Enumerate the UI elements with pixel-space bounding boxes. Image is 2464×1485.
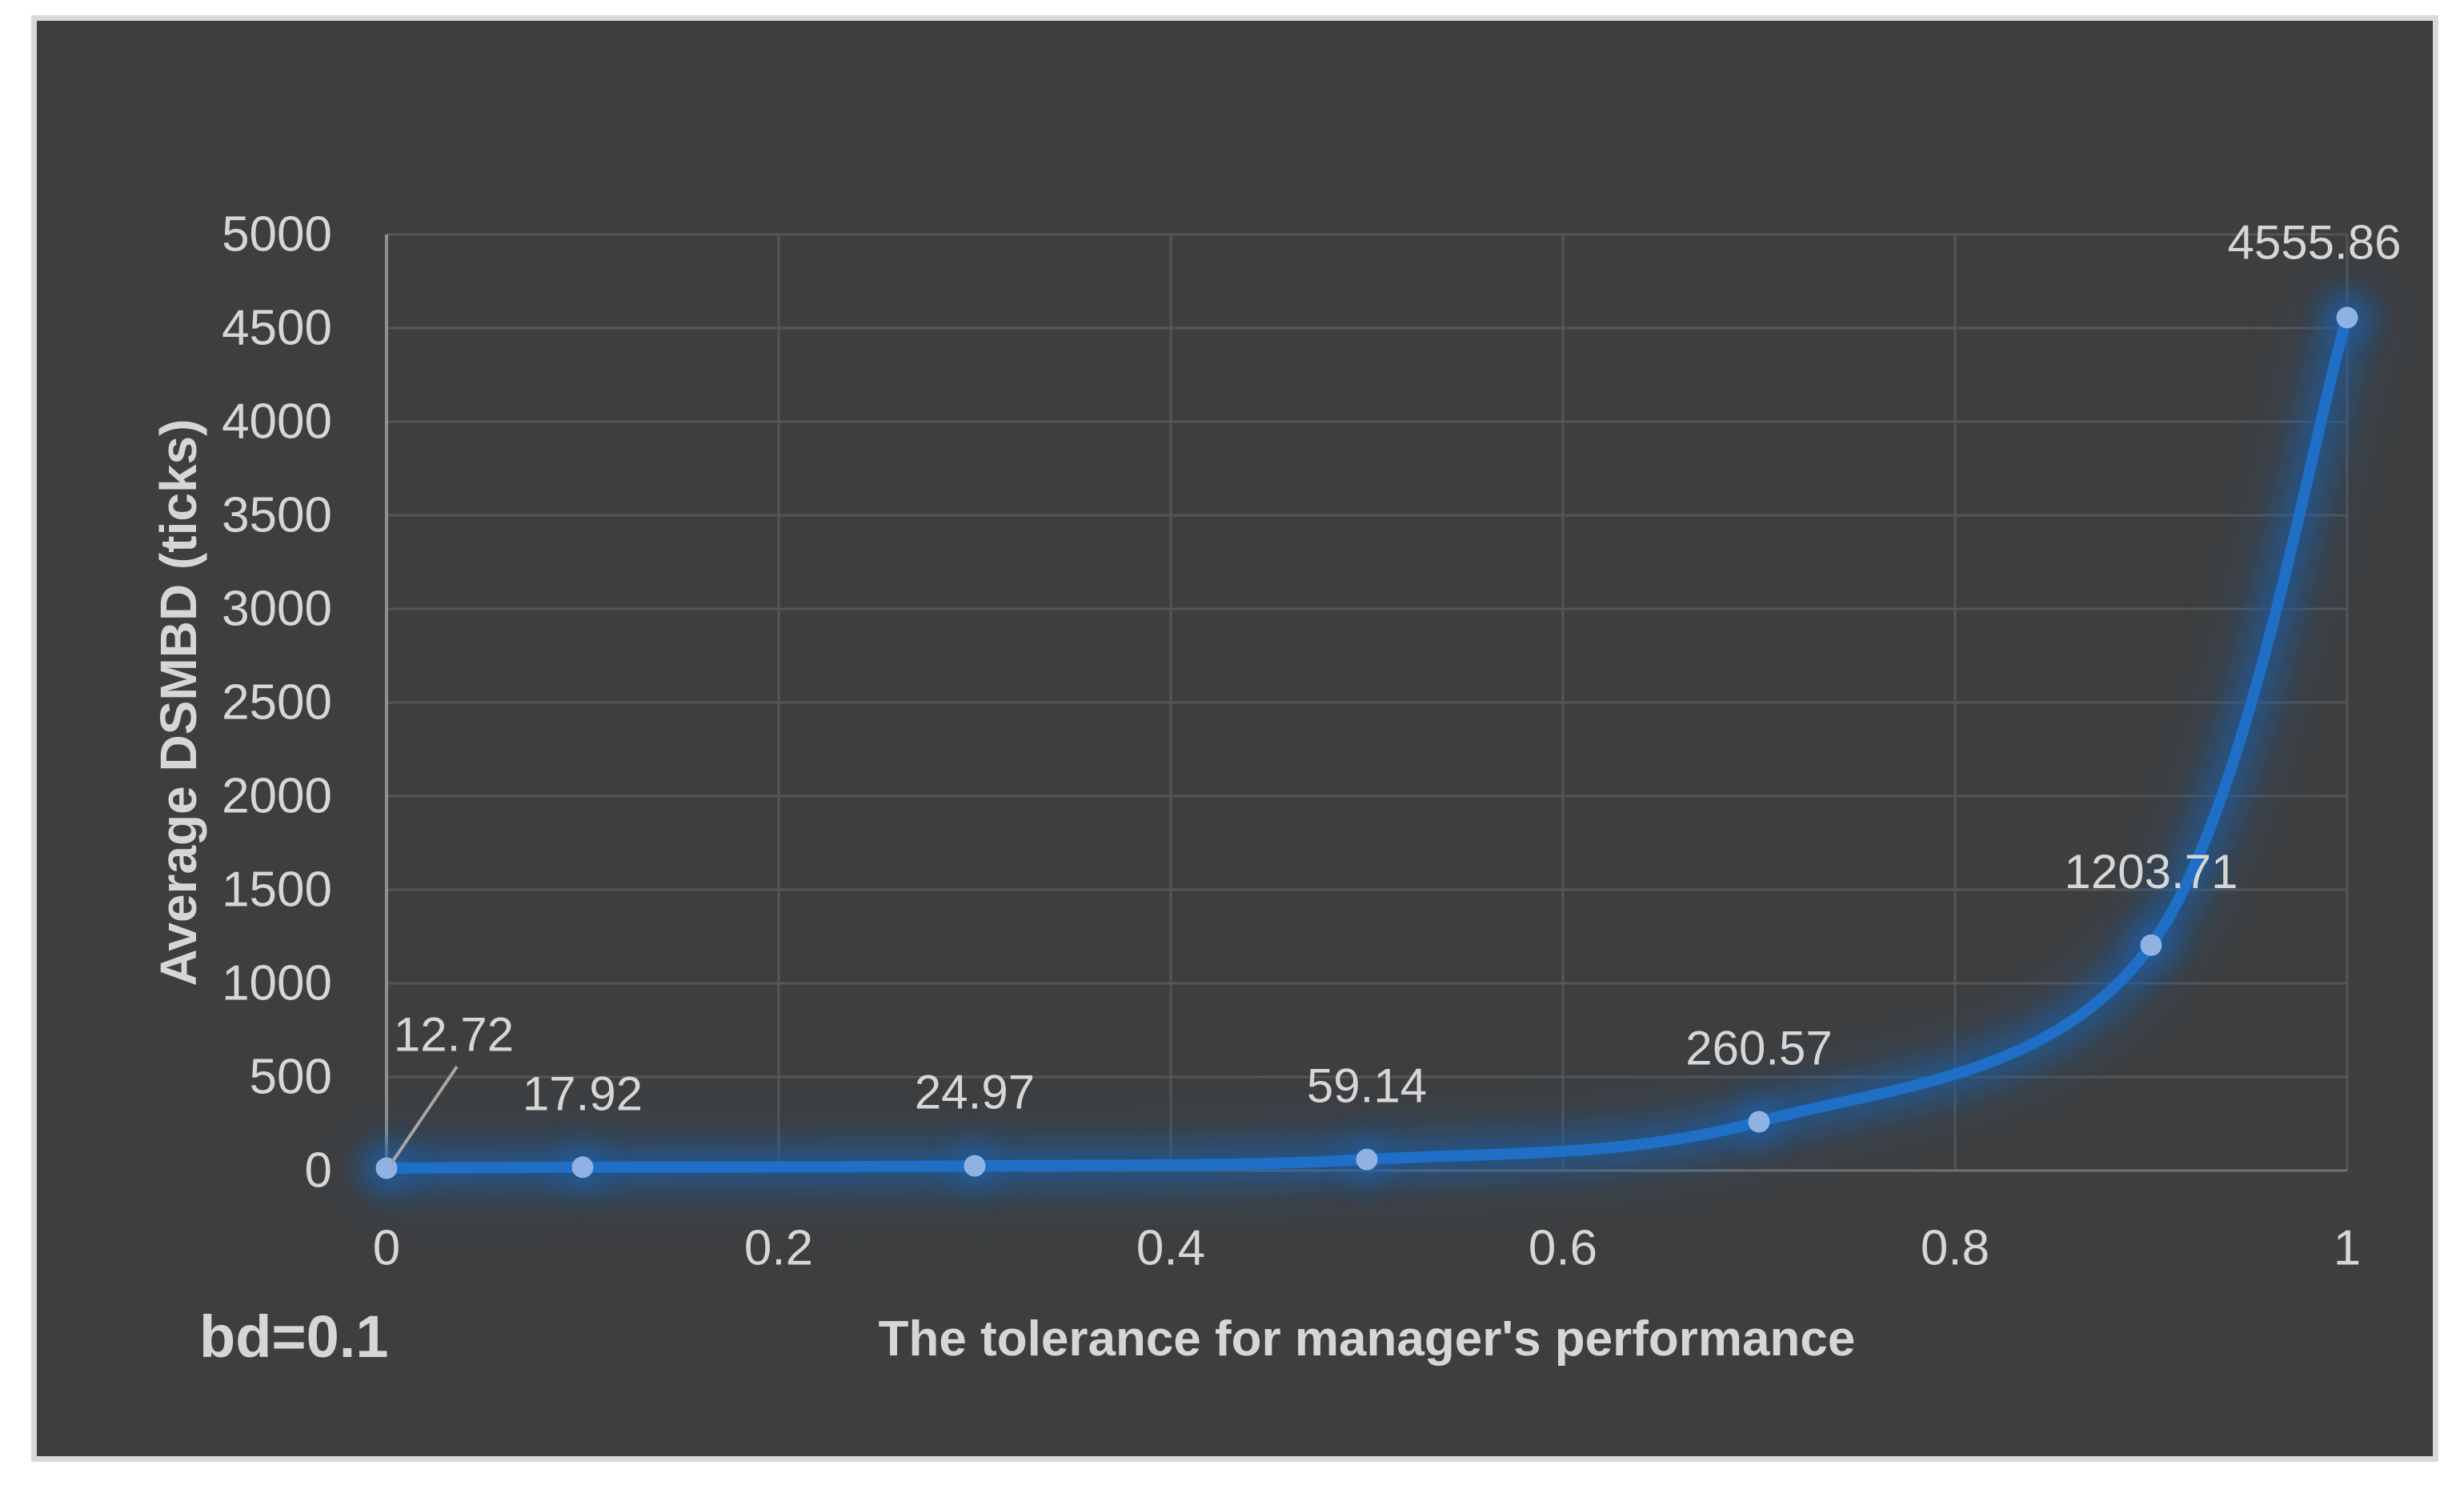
y-tick-label: 1000 [222, 956, 332, 1011]
y-tick-label: 5000 [222, 207, 332, 262]
annotation-bd: bd=0.1 [199, 1303, 389, 1370]
series-line [381, 311, 2353, 1175]
x-tick-label: 0.4 [1136, 1221, 1205, 1276]
y-tick-label: 4000 [222, 394, 332, 450]
x-tick-label: 0.6 [1528, 1221, 1597, 1276]
y-tick-label: 1500 [222, 863, 332, 918]
series-line-group [381, 311, 2353, 1175]
x-tick-label: 0 [373, 1221, 400, 1276]
data-label: 4555.86 [2228, 215, 2402, 269]
y-tick-label: 3500 [222, 488, 332, 543]
chart-frame[interactable] [31, 15, 2438, 1462]
x-tick-label: 1 [2334, 1221, 2361, 1276]
data-label: 1203.71 [2065, 845, 2238, 899]
x-axis-title: The tolerance for manager's performance [879, 1311, 1856, 1367]
data-point-marker [1356, 1148, 1378, 1171]
tick-labels: 0 500 1000 1500 2000 2500 3000 3500 4000 4500 5000… [222, 207, 2361, 1276]
data-label: 12.72 [394, 1008, 514, 1062]
data-point-marker [1748, 1111, 1770, 1133]
series-glow-inner [369, 299, 2365, 1187]
label-leader-line [390, 1065, 459, 1165]
data-label: 260.57 [1685, 1022, 1833, 1075]
x-tick-label: 0.2 [744, 1221, 813, 1276]
y-tick-label: 3000 [222, 582, 332, 637]
y-tick-label: 4500 [222, 301, 332, 356]
y-tick-label: 2500 [222, 675, 332, 730]
data-label: 59.14 [1307, 1059, 1427, 1113]
y-tick-label: 2000 [222, 769, 332, 824]
x-tick-label: 0.8 [1921, 1221, 1989, 1276]
data-point-marker [571, 1156, 594, 1179]
series-glow [352, 282, 2382, 1203]
data-point-markers [375, 306, 2358, 1179]
y-tick-label: 500 [250, 1050, 332, 1105]
y-tick-label: 0 [305, 1143, 332, 1199]
data-label: 17.92 [523, 1067, 643, 1120]
data-point-marker [964, 1155, 986, 1177]
y-axis-title: Average DSMBD (ticks) [150, 419, 207, 987]
data-label: 24.97 [915, 1066, 1035, 1119]
data-point-marker [2140, 934, 2162, 956]
data-point-marker [2336, 306, 2358, 329]
